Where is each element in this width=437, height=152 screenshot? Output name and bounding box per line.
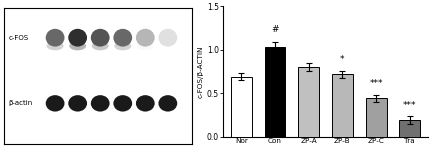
Text: #: #	[271, 25, 279, 34]
Ellipse shape	[114, 41, 131, 50]
Y-axis label: c-FOS/β-ACTIN: c-FOS/β-ACTIN	[198, 45, 204, 98]
Ellipse shape	[46, 29, 65, 47]
Ellipse shape	[92, 41, 109, 50]
Bar	[298, 67, 319, 137]
Ellipse shape	[136, 95, 155, 112]
Text: ***: ***	[403, 101, 416, 110]
Text: β-actin: β-actin	[8, 100, 32, 106]
Bar	[332, 74, 353, 137]
Text: ***: ***	[369, 79, 383, 88]
Ellipse shape	[46, 95, 65, 112]
Ellipse shape	[113, 95, 132, 112]
Text: *: *	[340, 55, 345, 64]
Bar	[366, 98, 386, 137]
Bar	[399, 120, 420, 137]
Ellipse shape	[47, 41, 63, 50]
Ellipse shape	[159, 29, 177, 47]
Ellipse shape	[69, 41, 86, 50]
Ellipse shape	[113, 29, 132, 47]
Ellipse shape	[68, 95, 87, 112]
Text: c-FOS: c-FOS	[8, 35, 28, 41]
Bar	[265, 47, 285, 137]
Ellipse shape	[137, 41, 154, 50]
Ellipse shape	[91, 95, 110, 112]
Ellipse shape	[136, 29, 155, 47]
Ellipse shape	[68, 29, 87, 47]
Ellipse shape	[91, 29, 110, 47]
Ellipse shape	[159, 95, 177, 112]
Bar	[231, 77, 252, 137]
